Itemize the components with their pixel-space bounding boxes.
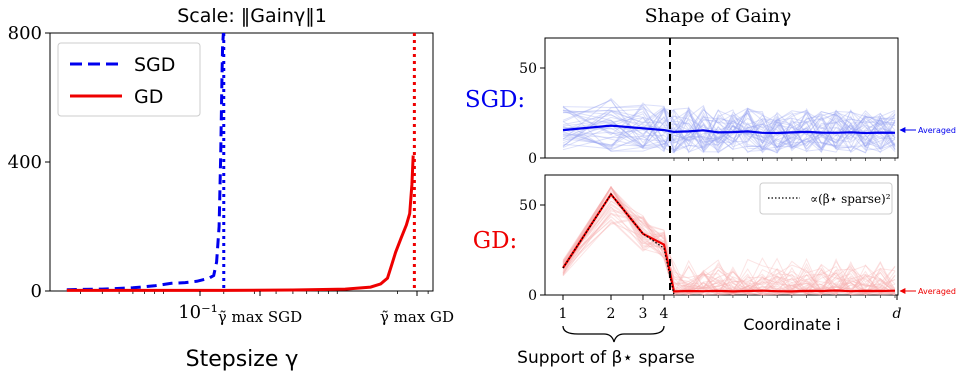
right-y-tick-label: 50: [519, 61, 537, 77]
right-x-tick-label: 3: [639, 306, 648, 322]
gd-trace: [562, 186, 896, 295]
gd-trace: [562, 203, 896, 296]
sgd-trace: [562, 105, 896, 149]
right-y-ticks: 0 50 0 50: [519, 61, 545, 304]
gd-trace: [562, 188, 896, 295]
gd-trace: [562, 221, 896, 296]
gd-trace: [562, 190, 896, 294]
sgd-trace: [562, 104, 896, 153]
right-x-tick-label: 4: [660, 306, 669, 322]
right-x-tick-label: 2: [607, 306, 616, 322]
sgd-trace: [562, 106, 896, 153]
gd-trace: [562, 186, 896, 296]
sgd-averaged-label: Averaged: [918, 126, 956, 135]
legend-gd-label: GD: [134, 86, 163, 108]
sgd-trace: [562, 106, 896, 153]
gd-averaged-annotation: Averaged: [899, 287, 956, 296]
gd-scale-line: [66, 155, 415, 292]
y-tick-label: 400: [8, 152, 42, 173]
gd-inset-legend-label: ∝(β⋆ sparse)²: [810, 192, 891, 206]
left-title: Scale: ‖Gainγ‖1: [177, 5, 327, 27]
x-tick-gd-max-label: γ̃ max GD: [380, 308, 454, 326]
support-brace: [562, 325, 665, 343]
right-title: Shape of Gainγ: [645, 5, 792, 27]
sgd-trace: [562, 109, 896, 152]
sgd-shape-panel: [544, 37, 899, 159]
sgd-trace: [562, 102, 896, 152]
sgd-trace: [562, 109, 896, 150]
gd-shape-panel: ∝(β⋆ sparse)²: [544, 174, 899, 297]
right-y-tick-label: 0: [528, 151, 537, 167]
gd-trace: [562, 209, 896, 296]
gd-trace: [562, 212, 896, 296]
y-tick-label: 0: [31, 281, 42, 302]
sgd-trace: [562, 107, 896, 154]
gd-trace: [562, 206, 896, 296]
sgd-trace: [562, 97, 896, 152]
sgd-trace: [562, 107, 896, 154]
sgd-trace: [562, 111, 896, 150]
right-x-tick-label: d: [893, 306, 902, 322]
gd-inset-legend-box: [759, 182, 893, 215]
legend-sgd-label: SGD: [134, 54, 175, 76]
gd-trace: [562, 218, 896, 296]
sgd-trace: [562, 109, 896, 154]
sgd-averaged-line: [562, 124, 896, 135]
gd-trace: [562, 187, 896, 296]
x-tick-decade-label: 10⁻¹: [178, 302, 218, 323]
sgd-trace: [562, 108, 896, 153]
sgd-panel-frame: [544, 37, 899, 159]
right-y-tick-label: 50: [519, 198, 537, 214]
sgd-trace: [562, 109, 896, 154]
left-legend: SGD GD: [57, 42, 201, 117]
gd-trace: [562, 185, 896, 296]
sgd-trace: [562, 109, 896, 151]
left-x-axis-label: Stepsize γ: [186, 347, 299, 372]
gd-trace: [562, 200, 896, 295]
sgd-trace: [562, 108, 896, 154]
sgd-trace: [562, 117, 896, 154]
sgd-averaged-annotation: Averaged: [899, 126, 956, 135]
support-label: Support of β⋆ sparse: [517, 348, 695, 368]
y-tick-label: 800: [8, 23, 42, 44]
row-label-sgd: SGD:: [465, 87, 525, 113]
sgd-trace: [562, 107, 896, 152]
gd-averaged-line: [562, 192, 896, 293]
right-y-tick-label: 0: [528, 288, 537, 304]
gd-trace: [562, 186, 896, 296]
sgd-scale-line: [66, 32, 225, 292]
right-x-axis-label: Coordinate i: [743, 315, 840, 334]
row-label-gd: GD:: [473, 228, 518, 254]
sgd-trace: [562, 113, 896, 151]
gd-inset-legend: ∝(β⋆ sparse)²: [759, 182, 893, 215]
sgd-trace: [562, 108, 896, 151]
sgd-trace: [562, 108, 896, 154]
x-tick-sgd-max-label: γ̃ max SGD: [218, 308, 302, 326]
gd-panel-frame: [544, 174, 899, 296]
sgd-trace: [562, 104, 896, 150]
left-x-ticks: 10⁻¹ γ̃ max SGD γ̃ max GD: [178, 291, 454, 326]
gd-averaged-label: Averaged: [918, 287, 956, 296]
sgd-trace: [562, 109, 896, 152]
sgd-trace: [562, 104, 896, 150]
sgd-trace: [562, 108, 896, 147]
right-x-tick-label: 1: [559, 306, 568, 322]
left-legend-box: [57, 42, 201, 117]
sgd-trace: [562, 113, 896, 154]
gd-trace: [562, 219, 896, 296]
sgd-trace: [562, 106, 896, 153]
left-plot: SGD GD: [49, 32, 434, 294]
left-y-ticks: 0 400 800: [8, 23, 50, 302]
sgd-trace: [562, 99, 896, 153]
